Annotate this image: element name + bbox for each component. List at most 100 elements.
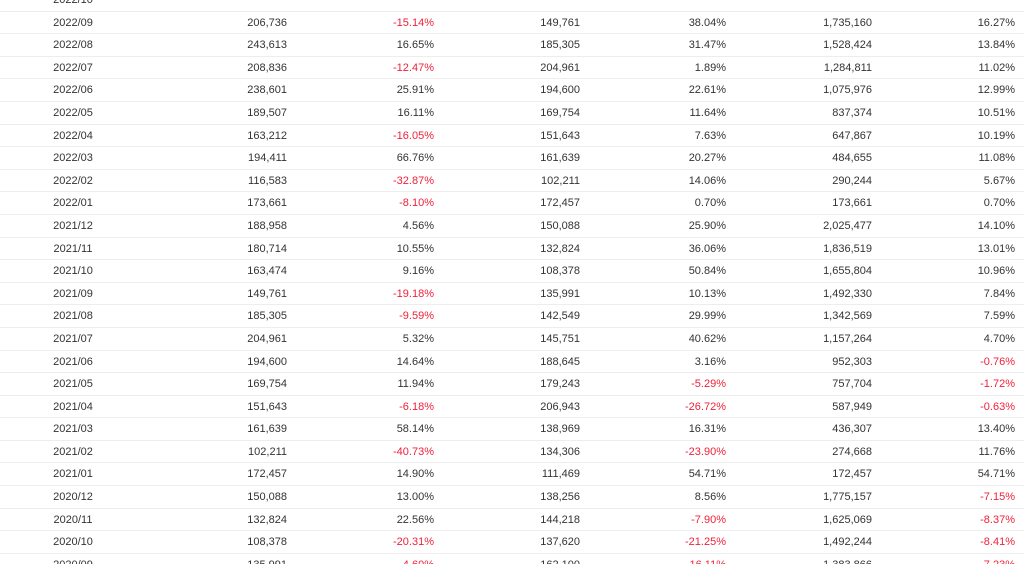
table-row: 2021/08 185,305 -9.59% 142,549 29.99% 1,342,5… xyxy=(0,305,1024,328)
value-cell: 144,218 xyxy=(540,513,580,526)
period-cell: 2022/06 xyxy=(53,84,93,97)
change-cell: -12.47% xyxy=(393,61,434,74)
change-cell: 50.84% xyxy=(688,265,726,278)
value-cell: 150,088 xyxy=(540,219,580,232)
change-cell: 11.64% xyxy=(689,106,727,119)
table-row: 2022/04 163,212 -16.05% 151,643 7.63% 647,867… xyxy=(0,125,1024,148)
value-cell: 173,661 xyxy=(247,197,287,210)
value-cell: 194,600 xyxy=(247,355,287,368)
period-cell: 2021/06 xyxy=(53,355,93,368)
change-cell: 29.99% xyxy=(688,310,726,323)
value-cell: 137,620 xyxy=(540,536,580,549)
change-cell: 14.64% xyxy=(396,355,434,368)
change-cell: -0.63% xyxy=(980,400,1015,413)
value-cell: 150,088 xyxy=(247,491,287,504)
change-cell: -16.05% xyxy=(393,129,434,142)
value-cell: 188,645 xyxy=(540,355,580,368)
change-cell: 3.16% xyxy=(694,355,726,368)
value-cell: 132,824 xyxy=(247,513,287,526)
value-cell: 138,969 xyxy=(540,423,580,436)
change-cell: -21.25% xyxy=(685,536,726,549)
period-cell: 2022/03 xyxy=(53,152,93,165)
change-cell: 0.70% xyxy=(694,197,726,210)
value-cell: 204,961 xyxy=(540,61,580,74)
change-cell: 10.51% xyxy=(977,106,1015,119)
table-row: 2021/01 172,457 14.90% 111,469 54.71% 172,457… xyxy=(0,463,1024,487)
change-cell: 38.04% xyxy=(688,16,726,29)
table-row: 2020/10 108,378 -20.31% 137,620 -21.25% 1,492… xyxy=(0,531,1024,554)
value-cell: 161,639 xyxy=(247,423,287,436)
change-cell: 66.76% xyxy=(396,152,434,165)
cumulative-cell: 952,303 xyxy=(832,355,872,368)
period-cell: 2022/02 xyxy=(53,174,93,187)
change-cell: -5.29% xyxy=(691,378,726,391)
change-cell: 10.55% xyxy=(396,242,434,255)
period-cell: 2022/05 xyxy=(53,106,93,119)
table-row: 2020/09135,991-4.60%162,100-16.11%1,383,… xyxy=(0,554,1024,564)
cumulative-cell: 1,655,804 xyxy=(823,265,872,278)
change-cell: -9.59% xyxy=(399,310,434,323)
cumulative-cell: 647,867 xyxy=(832,129,872,142)
value-cell: 185,305 xyxy=(540,39,580,52)
value-cell: 111,469 xyxy=(541,468,580,481)
change-cell: 36.06% xyxy=(688,242,726,255)
value-cell: 206,943 xyxy=(540,400,580,413)
change-cell: -7.23% xyxy=(872,554,1020,564)
value-cell: 151,643 xyxy=(540,129,580,142)
period-cell: 2021/11 xyxy=(53,242,93,255)
value-cell: 108,378 xyxy=(540,265,580,278)
change-cell: -20.31% xyxy=(393,536,434,549)
value-cell xyxy=(434,0,580,11)
change-cell: 14.90% xyxy=(396,468,434,481)
cumulative-cell: 1,157,264 xyxy=(823,332,872,345)
change-cell: 7.59% xyxy=(983,310,1015,323)
value-cell: 194,411 xyxy=(248,152,287,165)
value-cell: 134,306 xyxy=(540,445,580,458)
value-cell: 169,754 xyxy=(247,378,287,391)
table-row: 2022/05 189,507 16.11% 169,754 11.64% 837,374… xyxy=(0,102,1024,125)
value-cell: 116,583 xyxy=(248,174,287,187)
change-cell: 11.02% xyxy=(978,61,1016,74)
cumulative-cell: 1,735,160 xyxy=(823,16,872,29)
value-cell: 142,549 xyxy=(540,310,580,323)
change-cell: -32.87% xyxy=(393,174,434,187)
table-row: 2022/03 194,411 66.76% 161,639 20.27% 484,655… xyxy=(0,147,1024,170)
change-cell: -40.73% xyxy=(393,445,434,458)
change-cell: 5.67% xyxy=(983,174,1015,187)
value-cell: 108,378 xyxy=(247,536,287,549)
cumulative-cell: 1,342,569 xyxy=(823,310,872,323)
change-cell: -26.72% xyxy=(685,400,726,413)
value-cell: 208,836 xyxy=(247,61,287,74)
change-cell: 10.96% xyxy=(977,265,1015,278)
change-cell: 16.27% xyxy=(977,16,1015,29)
period-cell: 2021/07 xyxy=(53,332,93,345)
change-cell: 7.84% xyxy=(983,287,1015,300)
period-cell: 2022/04 xyxy=(53,129,93,142)
value-cell: 135,991 xyxy=(540,287,580,300)
cumulative-cell: 1,284,811 xyxy=(823,61,872,74)
change-cell: -8.37% xyxy=(980,513,1015,526)
period-cell: 2022/10 xyxy=(53,0,93,6)
value-cell: 145,751 xyxy=(540,332,580,345)
change-cell xyxy=(872,0,1020,11)
change-cell: 5.32% xyxy=(402,332,434,345)
change-cell: 22.61% xyxy=(688,84,726,97)
change-cell: -4.60% xyxy=(294,554,434,564)
change-cell: 14.10% xyxy=(977,219,1015,232)
value-cell: 169,754 xyxy=(540,106,580,119)
change-cell: -15.14% xyxy=(393,16,434,29)
change-cell: 10.19% xyxy=(977,129,1015,142)
change-cell: 13.40% xyxy=(977,423,1015,436)
period-cell: 2022/07 xyxy=(53,61,93,74)
value-cell: 172,457 xyxy=(540,197,580,210)
change-cell: -0.76% xyxy=(980,355,1015,368)
cumulative-cell xyxy=(726,0,872,11)
cumulative-cell: 1,492,330 xyxy=(823,287,872,300)
change-cell: -7.15% xyxy=(980,491,1015,504)
value-cell: 149,761 xyxy=(247,287,287,300)
table-row: 2022/01 173,661 -8.10% 172,457 0.70% 173,661 0… xyxy=(0,192,1024,215)
change-cell: 12.99% xyxy=(977,84,1015,97)
value-cell: 132,824 xyxy=(540,242,580,255)
cumulative-cell: 274,668 xyxy=(832,445,872,458)
